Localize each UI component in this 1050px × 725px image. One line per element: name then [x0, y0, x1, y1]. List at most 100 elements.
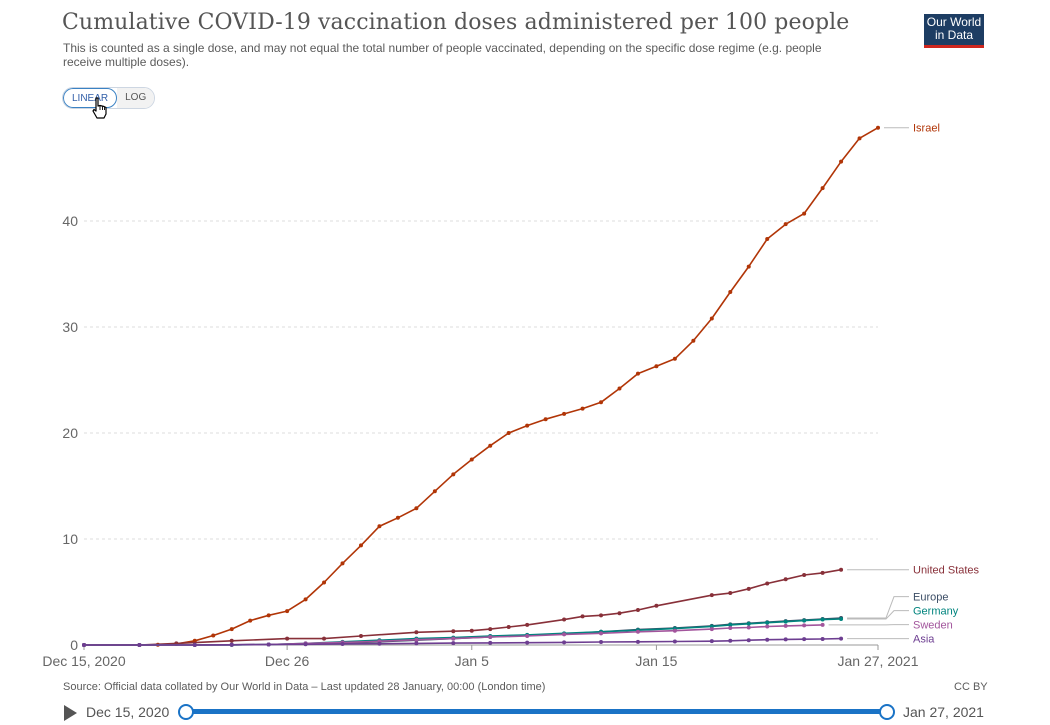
data-point-israel: [746, 264, 751, 269]
timeline-start-label: Dec 15, 2020: [86, 704, 170, 720]
data-point-united-states: [469, 628, 474, 633]
y-tick-label: 10: [62, 531, 78, 547]
data-point-asia: [525, 640, 530, 645]
data-point-israel: [488, 443, 493, 448]
linear-scale-button[interactable]: LINEAR: [63, 88, 118, 108]
series-label-sweden: Sweden: [913, 620, 953, 632]
chart-title: Cumulative COVID-19 vaccination doses ad…: [62, 10, 850, 35]
data-point-united-states: [783, 577, 788, 582]
hand-cursor-icon: [92, 97, 107, 119]
data-point-united-states: [506, 624, 511, 629]
data-point-israel: [839, 159, 844, 164]
data-point-israel: [506, 431, 511, 435]
data-point-sweden: [414, 637, 419, 642]
data-point-united-states: [414, 630, 419, 635]
series-label-israel: Israel: [913, 123, 940, 135]
y-tick-label: 40: [62, 213, 78, 229]
data-point-asia: [562, 640, 567, 645]
log-scale-button[interactable]: LOG: [117, 88, 155, 108]
license-link[interactable]: CC BY: [954, 681, 988, 693]
series-line-united-states: [84, 568, 842, 646]
series-label-germany: Germany: [913, 606, 959, 618]
data-point-united-states: [635, 608, 640, 613]
x-tick-label: Dec 26: [265, 653, 310, 669]
data-point-israel: [525, 423, 530, 428]
data-point-germany: [839, 617, 844, 622]
source-note: Source: Official data collated by Our Wo…: [63, 681, 546, 693]
owid-logo[interactable]: Our World in Data: [924, 14, 984, 48]
data-point-united-states: [765, 581, 770, 586]
data-point-israel: [285, 609, 290, 614]
timeline-start-handle[interactable]: [178, 704, 194, 720]
data-point-israel: [432, 489, 437, 494]
data-point-united-states: [358, 633, 363, 638]
series-line-israel: [84, 127, 879, 646]
data-point-united-states: [322, 636, 327, 641]
data-point-sweden: [783, 623, 788, 628]
data-point-sweden: [802, 623, 807, 628]
x-tick-label: Jan 5: [455, 653, 489, 669]
data-point-asia: [802, 637, 807, 642]
chart-subtitle: This is counted as a single dose, and ma…: [63, 41, 822, 69]
data-point-asia: [303, 642, 308, 647]
data-point-asia: [635, 639, 640, 644]
data-point-israel: [635, 371, 640, 376]
data-point-israel: [672, 356, 677, 361]
data-point-israel: [543, 417, 548, 422]
data-point-israel: [266, 613, 271, 618]
data-point-united-states: [580, 614, 585, 619]
data-point-sweden: [746, 625, 751, 630]
logo-line-1: Our World: [926, 15, 982, 29]
data-point-israel: [303, 597, 308, 602]
data-point-israel: [414, 506, 419, 511]
scale-toggle: LINEAR LOG: [62, 87, 156, 109]
play-icon[interactable]: [64, 705, 77, 721]
data-point-asia: [746, 638, 751, 643]
data-point-asia: [728, 638, 733, 643]
data-point-germany: [783, 619, 788, 624]
data-point-germany: [728, 622, 733, 627]
data-point-israel: [783, 222, 788, 227]
timeline-end-handle[interactable]: [879, 704, 895, 720]
data-point-israel: [469, 457, 474, 462]
data-point-united-states: [285, 636, 290, 641]
data-point-israel: [876, 125, 880, 130]
data-point-israel: [765, 237, 770, 242]
line-chart: 0 10 20 30 40 Dec 15, 2020 Dec 26 Jan 5 Jan 15 Ja…: [42, 123, 979, 669]
data-point-asia: [414, 641, 419, 646]
data-point-israel: [857, 136, 862, 141]
data-point-sweden: [672, 628, 677, 633]
y-tick-label: 20: [62, 425, 78, 441]
series-line-asia: [84, 637, 842, 646]
data-point-israel: [728, 290, 733, 295]
data-point-israel: [820, 186, 825, 191]
data-point-united-states: [451, 629, 456, 634]
timeline-track[interactable]: [185, 709, 887, 714]
data-point-asia: [783, 637, 788, 642]
data-point-sweden: [709, 627, 714, 632]
data-point-united-states: [525, 622, 530, 627]
data-point-asia: [820, 636, 825, 641]
data-point-united-states: [617, 611, 622, 616]
series-label-europe: Europe: [913, 592, 948, 604]
data-point-united-states: [562, 617, 567, 622]
data-point-israel: [358, 543, 363, 548]
data-point-asia: [192, 643, 197, 647]
data-point-asia: [266, 642, 271, 647]
data-point-israel: [229, 627, 234, 632]
x-tick-label: Jan 27, 2021: [838, 653, 919, 669]
data-point-united-states: [709, 593, 714, 598]
data-point-israel: [340, 561, 345, 566]
logo-line-2: in Data: [934, 28, 974, 42]
data-point-israel: [691, 338, 696, 343]
data-point-israel: [654, 364, 659, 369]
data-point-united-states: [820, 570, 825, 575]
timeline: Dec 15, 2020 Jan 27, 2021: [0, 700, 1050, 725]
x-tick-label: Jan 15: [635, 653, 677, 669]
data-point-sweden: [728, 626, 733, 631]
data-point-sweden: [765, 624, 770, 629]
timeline-end-label: Jan 27, 2021: [903, 704, 984, 720]
data-point-united-states: [488, 627, 493, 632]
data-point-asia: [137, 643, 142, 647]
data-point-asia: [451, 641, 456, 646]
